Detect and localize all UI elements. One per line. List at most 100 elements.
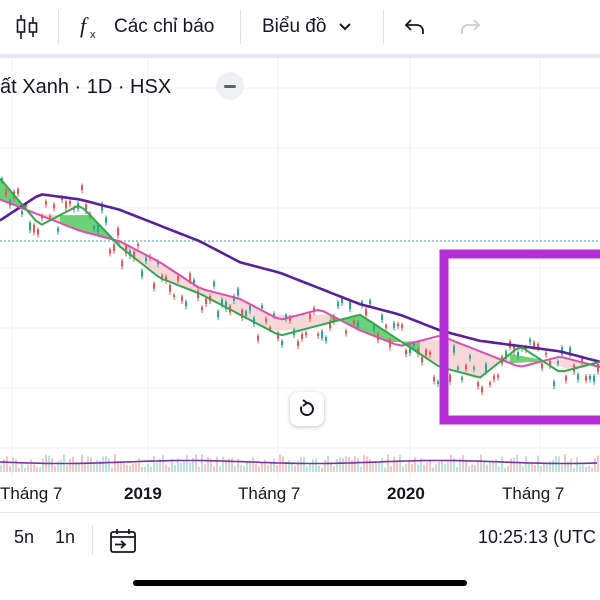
collapse-legend-button[interactable]: [216, 72, 244, 100]
toolbar-divider: [383, 10, 384, 44]
candle: [81, 185, 83, 191]
chart-grid: [0, 58, 600, 478]
volume-bar: [234, 466, 236, 472]
volume-bar: [534, 464, 536, 472]
candle: [161, 275, 163, 280]
candle: [93, 226, 95, 229]
candle: [221, 299, 223, 306]
candle: [217, 311, 219, 318]
chart-type-button[interactable]: Biểu đồ: [262, 0, 352, 54]
candle: [389, 339, 391, 348]
candle: [137, 244, 139, 247]
volume-bar: [426, 462, 428, 472]
candle: [165, 276, 167, 281]
time-axis[interactable]: Tháng 7 2019 Tháng 7 2020 Tháng 7: [0, 478, 600, 510]
volume-bar: [357, 458, 359, 472]
candle: [481, 387, 483, 393]
volume-bar: [156, 462, 158, 472]
candle: [349, 301, 351, 310]
volume-bar: [531, 461, 533, 472]
volume-bar: [285, 462, 287, 472]
volume-bar: [423, 464, 425, 472]
volume-bar: [135, 463, 137, 472]
volume-bar: [594, 458, 596, 472]
volume-bar: [351, 460, 353, 472]
candle: [469, 355, 471, 359]
volume-bar: [33, 464, 35, 472]
volume-bar: [447, 461, 449, 472]
volume-bar: [216, 456, 218, 472]
candle: [397, 323, 399, 327]
range-1n-button[interactable]: 1n: [55, 527, 76, 547]
candle: [565, 376, 567, 381]
range-5n-button[interactable]: 5n: [14, 527, 35, 547]
volume-bar: [396, 461, 398, 472]
bottom-bar: 5n 1n 10:25:13 (UTC: [0, 513, 600, 567]
volume-bar: [294, 465, 296, 472]
candle: [121, 260, 123, 267]
undo-icon[interactable]: [400, 0, 430, 54]
volume-bar: [324, 459, 326, 472]
candle: [277, 332, 279, 339]
minus-icon: [224, 84, 236, 88]
volume-bar: [363, 455, 365, 472]
volume-bar: [417, 464, 419, 472]
volume-bar: [51, 458, 53, 472]
reset-chart-button[interactable]: [290, 392, 324, 426]
volume-bar: [189, 462, 191, 472]
fx-icon: f x: [78, 13, 104, 41]
volume-bar: [99, 460, 101, 472]
candle: [557, 361, 559, 364]
candle: [273, 313, 275, 316]
volume-bar: [243, 466, 245, 472]
volume-bar: [525, 455, 527, 472]
volume-bar: [567, 461, 569, 472]
candle: [109, 249, 111, 254]
volume-bar: [201, 454, 203, 472]
price-chart[interactable]: [0, 58, 600, 478]
candle: [5, 189, 7, 195]
indicators-button[interactable]: f x Các chỉ báo: [78, 0, 214, 54]
volume-bar: [348, 456, 350, 472]
candle: [549, 360, 551, 366]
volume-bar: [105, 456, 107, 472]
redo-icon[interactable]: [455, 0, 485, 54]
candle: [581, 357, 583, 364]
candle: [317, 333, 319, 336]
volume-bar: [306, 466, 308, 472]
candle: [173, 294, 175, 297]
volume-bar: [12, 457, 14, 472]
volume-bar: [126, 464, 128, 472]
candle: [497, 374, 499, 378]
go-to-date-icon[interactable]: [108, 527, 138, 555]
volume-bar: [231, 457, 233, 472]
volume-bar: [318, 465, 320, 472]
candle: [505, 351, 507, 359]
volume-bar: [138, 458, 140, 472]
reset-icon: [297, 399, 317, 419]
volume-bar: [402, 466, 404, 472]
volume-bar: [57, 460, 59, 472]
candle: [201, 306, 203, 311]
volume-bar: [360, 466, 362, 472]
volume-bar: [471, 464, 473, 472]
candle: [285, 314, 287, 320]
candle: [477, 382, 479, 387]
volume-bar: [405, 463, 407, 472]
candle: [265, 318, 267, 322]
candle: [213, 281, 215, 287]
candle: [237, 288, 239, 296]
candle: [493, 375, 495, 380]
candles-icon[interactable]: [12, 0, 42, 54]
volume-bar: [150, 466, 152, 472]
volume-bar: [288, 459, 290, 472]
candle: [337, 301, 339, 307]
candle: [545, 352, 547, 355]
volume-bar: [60, 459, 62, 472]
volume-bar: [153, 456, 155, 472]
candle: [65, 201, 67, 209]
candle: [25, 203, 27, 207]
candle: [401, 324, 403, 328]
candle: [305, 332, 307, 336]
volume-bar: [171, 459, 173, 472]
